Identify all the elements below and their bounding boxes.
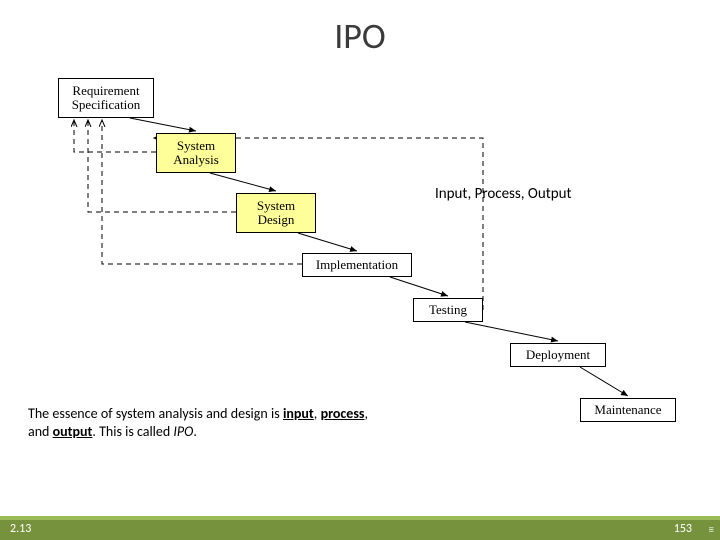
caption-pre: The essence of system analysis and desig… xyxy=(28,405,283,422)
caption-kw-process: process xyxy=(321,405,365,422)
flow-box-test: Testing xyxy=(413,298,483,322)
footer-bar: 2.13 153 ≡ xyxy=(0,516,720,540)
caption-s1: , xyxy=(314,405,321,422)
footer-menu-icon: ≡ xyxy=(709,524,714,535)
caption-post1: . This is called xyxy=(92,423,173,440)
flow-box-req: RequirementSpecification xyxy=(58,78,154,118)
caption-post2: . xyxy=(193,423,197,440)
ipo-annotation: Input, Process, Output xyxy=(435,185,572,203)
footer-left-label: 2.13 xyxy=(10,522,31,536)
slide: IPO RequirementSpecificationSystemAnalys… xyxy=(0,0,720,540)
flow-box-design: SystemDesign xyxy=(236,193,316,233)
caption-kw-output: output xyxy=(53,423,93,440)
caption-text: The essence of system analysis and desig… xyxy=(28,405,368,440)
flow-box-impl: Implementation xyxy=(302,253,412,277)
flow-box-deploy: Deployment xyxy=(510,343,606,367)
slide-title: IPO xyxy=(0,14,720,58)
flow-box-maint: Maintenance xyxy=(580,398,676,422)
footer-page-number: 153 xyxy=(674,522,692,536)
caption-emph: IPO xyxy=(173,423,193,440)
flow-box-anal: SystemAnalysis xyxy=(156,133,236,173)
caption-kw-input: input xyxy=(283,405,314,422)
